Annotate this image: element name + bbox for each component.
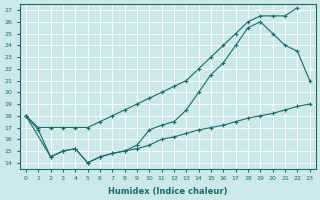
X-axis label: Humidex (Indice chaleur): Humidex (Indice chaleur) bbox=[108, 187, 228, 196]
